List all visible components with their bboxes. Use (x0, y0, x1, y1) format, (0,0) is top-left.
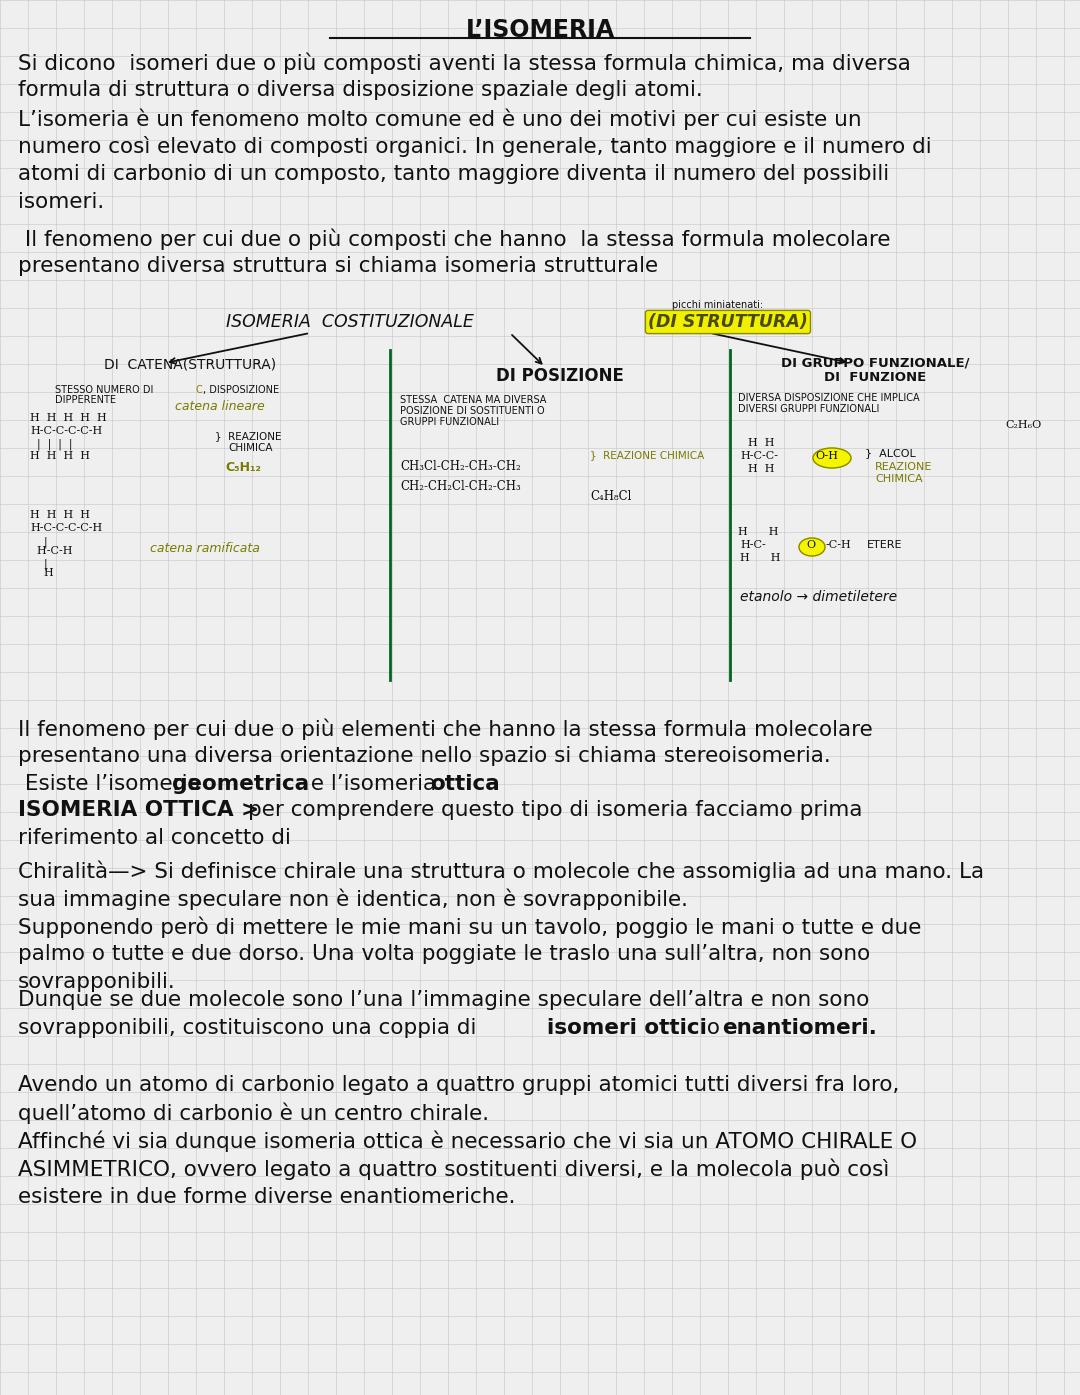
Text: DIPPERENTE: DIPPERENTE (55, 395, 116, 405)
Text: }  REAZIONE: } REAZIONE (215, 431, 282, 441)
Text: Supponendo però di mettere le mie mani su un tavolo, poggio le mani o tutte e du: Supponendo però di mettere le mie mani s… (18, 917, 921, 937)
Text: sua immagine speculare non è identica, non è sovrapponibile.: sua immagine speculare non è identica, n… (18, 889, 688, 910)
Text: DIVERSI GRUPPI FUNZIONALI: DIVERSI GRUPPI FUNZIONALI (738, 405, 879, 414)
Text: Avendo un atomo di carbonio legato a quattro gruppi atomici tutti diversi fra lo: Avendo un atomo di carbonio legato a qua… (18, 1076, 900, 1095)
Text: POSIZIONE DI SOSTITUENTI O: POSIZIONE DI SOSTITUENTI O (400, 406, 544, 416)
Text: REAZIONE: REAZIONE (875, 462, 932, 472)
Text: Affinché vi sia dunque isomeria ottica è necessario che vi sia un ATOMO CHIRALE : Affinché vi sia dunque isomeria ottica è… (18, 1131, 917, 1152)
Text: sovrapponibili.: sovrapponibili. (18, 972, 176, 992)
Text: H-C-C-C-C-H: H-C-C-C-C-H (30, 523, 103, 533)
Text: H  H: H H (748, 438, 774, 448)
Text: C₂H₆O: C₂H₆O (1005, 420, 1041, 430)
Text: o: o (700, 1018, 727, 1038)
Text: presentano diversa struttura si chiama isomeria strutturale: presentano diversa struttura si chiama i… (18, 257, 658, 276)
Text: catena lineare: catena lineare (175, 400, 265, 413)
Text: CHIMICA: CHIMICA (228, 444, 272, 453)
Text: H      H: H H (738, 527, 779, 537)
Text: CH₃Cl-CH₂-CH₃-CH₂: CH₃Cl-CH₂-CH₃-CH₂ (400, 460, 521, 473)
Text: Dunque se due molecole sono l’una l’immagine speculare dell’altra e non sono: Dunque se due molecole sono l’una l’imma… (18, 990, 869, 1010)
Text: etanolo → dimetiletere: etanolo → dimetiletere (740, 590, 897, 604)
Text: DIVERSA DISPOSIZIONE CHE IMPLICA: DIVERSA DISPOSIZIONE CHE IMPLICA (738, 393, 920, 403)
Text: }  ALCOL: } ALCOL (865, 448, 916, 458)
Text: ISOMERIA  COSTITUZIONALE: ISOMERIA COSTITUZIONALE (226, 312, 474, 331)
Text: formula di struttura o diversa disposizione spaziale degli atomi.: formula di struttura o diversa disposizi… (18, 80, 703, 100)
Text: Si dicono  isomeri due o più composti aventi la stessa formula chimica, ma diver: Si dicono isomeri due o più composti ave… (18, 52, 910, 74)
Text: H      H: H H (740, 552, 781, 564)
Text: DI  FUNZIONE: DI FUNZIONE (824, 371, 927, 384)
Text: isomeri.: isomeri. (18, 193, 105, 212)
Text: riferimento al concetto di: riferimento al concetto di (18, 829, 291, 848)
Text: atomi di carbonio di un composto, tanto maggiore diventa il numero del possibili: atomi di carbonio di un composto, tanto … (18, 165, 889, 184)
Ellipse shape (799, 538, 825, 557)
Text: ottica: ottica (430, 774, 500, 794)
Text: quell’atomo di carbonio è un centro chirale.: quell’atomo di carbonio è un centro chir… (18, 1103, 489, 1124)
Text: C₅H₁₂: C₅H₁₂ (225, 460, 261, 474)
Text: ETERE: ETERE (867, 540, 903, 550)
Text: |  |  |  |: | | | | (30, 439, 72, 451)
Text: L’ISOMERIA: L’ISOMERIA (465, 18, 615, 42)
Text: H-C-: H-C- (740, 540, 766, 550)
Text: Esiste l’isomeria: Esiste l’isomeria (18, 774, 207, 794)
Text: numero così elevato di composti organici. In generale, tanto maggiore e il numer: numero così elevato di composti organici… (18, 135, 932, 158)
Text: ASIMMETRICO, ovvero legato a quattro sostituenti diversi, e la molecola può così: ASIMMETRICO, ovvero legato a quattro sos… (18, 1159, 889, 1180)
Text: H-C-C-C-C-H: H-C-C-C-C-H (30, 425, 103, 437)
Text: H-C-H: H-C-H (30, 545, 72, 557)
Text: ISOMERIA OTTICA >: ISOMERIA OTTICA > (18, 799, 267, 820)
Text: DI GRUPPO FUNZIONALE/: DI GRUPPO FUNZIONALE/ (781, 357, 969, 370)
Text: enantiomeri.: enantiomeri. (723, 1018, 877, 1038)
Text: DI  CATENA(STRUTTURA): DI CATENA(STRUTTURA) (104, 357, 276, 371)
Text: DI POSIZIONE: DI POSIZIONE (496, 367, 624, 385)
Text: Chiralità—> Si definisce chirale una struttura o molecole che assomiglia ad una : Chiralità—> Si definisce chirale una str… (18, 859, 984, 882)
Text: |: | (30, 536, 48, 547)
Text: H  H  H  H: H H H H (30, 451, 90, 460)
Text: , DISPOSIZIONE: , DISPOSIZIONE (203, 385, 279, 395)
Text: palmo o tutte e due dorso. Una volta poggiate le traslo una sull’altra, non sono: palmo o tutte e due dorso. Una volta pog… (18, 944, 870, 964)
Text: per comprendere questo tipo di isomeria facciamo prima: per comprendere questo tipo di isomeria … (248, 799, 863, 820)
Text: CH₂-CH₂Cl-CH₂-CH₃: CH₂-CH₂Cl-CH₂-CH₃ (400, 480, 521, 492)
Text: Il fenomeno per cui due o più elementi che hanno la stessa formula molecolare: Il fenomeno per cui due o più elementi c… (18, 718, 873, 739)
Text: STESSA  CATENA MA DIVERSA: STESSA CATENA MA DIVERSA (400, 395, 546, 405)
Text: CHIMICA: CHIMICA (875, 474, 922, 484)
Text: L’isomeria è un fenomeno molto comune ed è uno dei motivi per cui esiste un: L’isomeria è un fenomeno molto comune ed… (18, 107, 862, 130)
Text: H-C-C-: H-C-C- (740, 451, 778, 460)
Text: sovrapponibili, costituiscono una coppia di: sovrapponibili, costituiscono una coppia… (18, 1018, 483, 1038)
Text: STESSO NUMERO DI: STESSO NUMERO DI (55, 385, 157, 395)
Text: H  H  H  H  H: H H H H H (30, 413, 107, 423)
Text: H  H: H H (748, 465, 774, 474)
Text: -C-H: -C-H (826, 540, 852, 550)
Text: picchi miniatenati:: picchi miniatenati: (672, 300, 764, 310)
Text: Il fenomeno per cui due o più composti che hanno  la stessa formula molecolare: Il fenomeno per cui due o più composti c… (18, 227, 891, 250)
Text: e l’isomeria: e l’isomeria (303, 774, 443, 794)
Text: presentano una diversa orientazione nello spazio si chiama stereoisomeria.: presentano una diversa orientazione nell… (18, 746, 831, 766)
Text: H: H (30, 568, 54, 578)
Ellipse shape (813, 448, 851, 467)
Text: O-H: O-H (815, 451, 838, 460)
Text: isomeri ottici: isomeri ottici (546, 1018, 707, 1038)
Text: }  REAZIONE CHIMICA: } REAZIONE CHIMICA (590, 451, 704, 460)
Text: GRUPPI FUNZIONALI: GRUPPI FUNZIONALI (400, 417, 499, 427)
Text: geometrica: geometrica (172, 774, 309, 794)
Text: catena ramificata: catena ramificata (150, 543, 260, 555)
Text: O: O (806, 540, 815, 550)
Text: (DI STRUTTURA): (DI STRUTTURA) (648, 312, 808, 331)
Text: C₄H₈Cl: C₄H₈Cl (590, 490, 632, 504)
Text: esistere in due forme diverse enantiomeriche.: esistere in due forme diverse enantiomer… (18, 1187, 515, 1207)
Text: C: C (195, 385, 202, 395)
Text: |: | (30, 558, 48, 569)
Text: H  H  H  H: H H H H (30, 511, 90, 520)
